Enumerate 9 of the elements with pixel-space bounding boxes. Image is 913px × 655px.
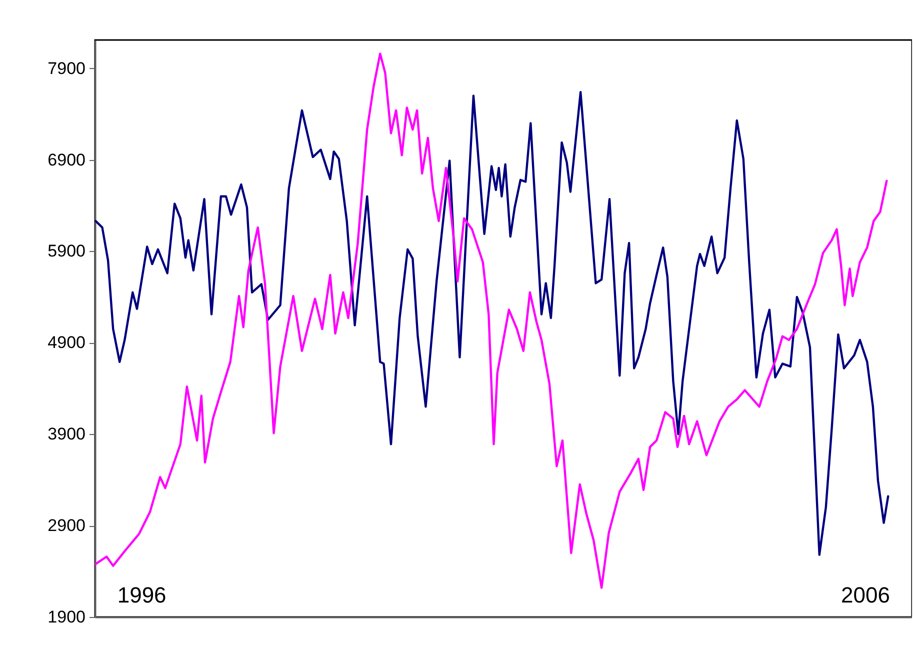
y-tick-label: 3900	[48, 424, 86, 444]
y-tick-label: 6900	[48, 150, 86, 170]
y-tick-label: 2900	[48, 516, 86, 536]
x-tick-label: 1996	[117, 582, 166, 608]
x-tick-label: 2006	[840, 582, 890, 608]
y-tick-label: 1900	[48, 608, 86, 626]
y-tick-label: 5900	[48, 242, 86, 261]
y-tick-label: 7900	[48, 58, 86, 78]
y-tick-label: 4900	[48, 333, 86, 352]
